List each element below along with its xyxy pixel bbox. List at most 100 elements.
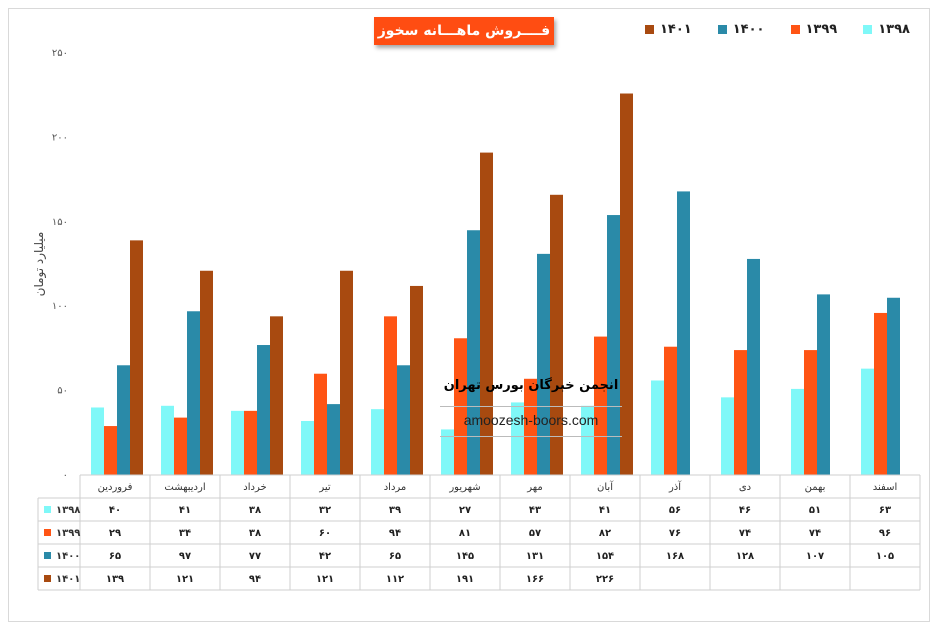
chart-title: فــــروش ماهـــانه سخوز <box>374 17 554 45</box>
data-label: ۱۳۹ <box>106 574 124 585</box>
bar <box>887 297 900 475</box>
category-label: آذر <box>668 480 682 493</box>
data-label: ۴۶ <box>739 505 751 516</box>
bar <box>480 152 493 476</box>
legend-item-1401: ۱۴۰۱ <box>645 22 692 37</box>
legend-swatch <box>790 25 800 34</box>
legend-swatch <box>863 25 873 34</box>
bar <box>581 405 594 475</box>
bar <box>301 420 314 475</box>
bar <box>187 311 200 475</box>
table-legend-swatch <box>44 506 51 513</box>
legend-item-1398: ۱۳۹۸ <box>863 22 910 37</box>
category-label: اردیبهشت <box>164 482 205 493</box>
bar <box>747 258 760 475</box>
data-label: ۵۶ <box>669 505 681 516</box>
bar <box>244 410 257 475</box>
bar <box>410 285 423 475</box>
bar <box>397 365 410 475</box>
watermark-divider <box>440 406 622 407</box>
category-label: دی <box>739 482 751 493</box>
bar <box>861 368 874 475</box>
bar <box>620 93 633 476</box>
data-label: ۹۴ <box>249 574 261 585</box>
table-legend-swatch <box>44 529 51 536</box>
watermark-divider <box>440 436 622 437</box>
data-label: ۱۱۲ <box>386 574 404 585</box>
bar <box>817 294 830 475</box>
data-label: ۳۴ <box>179 528 191 539</box>
bar <box>721 397 734 475</box>
bar <box>104 426 117 475</box>
data-label: ۳۹ <box>389 505 401 516</box>
data-label: ۱۲۱ <box>316 574 334 585</box>
data-label: ۷۴ <box>739 528 751 539</box>
bar <box>117 365 130 475</box>
bar <box>340 270 353 475</box>
data-label: ۱۵۴ <box>596 551 614 562</box>
bar <box>607 215 620 475</box>
bar <box>257 345 270 475</box>
category-label: مرداد <box>384 482 407 493</box>
table-series-label: ۱۳۹۹ <box>56 528 80 539</box>
bar <box>594 336 607 475</box>
bar <box>804 350 817 475</box>
bar <box>384 316 397 475</box>
bar <box>174 417 187 475</box>
bar <box>231 410 244 475</box>
data-label: ۲۲۶ <box>596 574 614 585</box>
bar <box>200 270 213 475</box>
bar <box>511 402 524 475</box>
y-tick-label: ۲۰۰ <box>52 132 68 143</box>
category-label: فروردین <box>98 482 133 493</box>
y-tick-label: ۰ <box>63 470 68 481</box>
bar <box>537 253 550 475</box>
category-label: بهمن <box>805 482 826 493</box>
data-label: ۴۰ <box>109 505 121 516</box>
table-series-label: ۱۴۰۰ <box>56 551 80 562</box>
data-label: ۶۵ <box>389 551 401 562</box>
bar <box>467 230 480 475</box>
data-label: ۴۱ <box>599 505 611 516</box>
bar <box>734 350 747 475</box>
data-label: ۱۶۶ <box>526 574 544 585</box>
data-label: ۳۲ <box>319 505 331 516</box>
legend-label: ۱۳۹۹ <box>805 22 838 37</box>
data-label: ۴۱ <box>179 505 191 516</box>
category-label: مهر <box>526 482 542 493</box>
bar <box>270 316 283 475</box>
legend-label: ۱۴۰۱ <box>660 22 692 37</box>
bar <box>651 380 664 475</box>
watermark-url: amoozesh-boors.com <box>463 412 599 428</box>
data-label: ۲۷ <box>459 505 471 516</box>
data-label: ۳۸ <box>249 505 261 516</box>
chart-frame <box>8 8 930 622</box>
data-label: ۵۷ <box>529 528 541 539</box>
data-label: ۶۵ <box>109 551 121 562</box>
data-label: ۹۷ <box>179 551 191 562</box>
bar <box>664 346 677 475</box>
bar <box>550 194 563 476</box>
data-label: ۲۹ <box>109 528 121 539</box>
category-label: تیر <box>318 482 331 493</box>
legend-swatch <box>717 25 727 34</box>
bar <box>130 240 143 475</box>
data-label: ۶۳ <box>879 505 891 516</box>
bar <box>91 407 104 475</box>
y-tick-label: ۱۰۰ <box>52 301 68 312</box>
data-label: ۳۸ <box>249 528 261 539</box>
bar <box>441 429 454 475</box>
data-label: ۷۶ <box>669 528 681 539</box>
bar <box>371 409 384 475</box>
legend: ۱۳۹۸ ۱۳۹۹ ۱۴۰۰ ۱۴۰۱ <box>645 22 910 37</box>
table-series-label: ۱۳۹۸ <box>56 505 80 516</box>
legend-label: ۱۴۰۰ <box>732 22 765 37</box>
data-label: ۵۱ <box>809 505 821 516</box>
data-label: ۹۴ <box>389 528 401 539</box>
data-label: ۶۰ <box>319 528 331 539</box>
data-label: ۱۶۸ <box>666 551 684 562</box>
bar <box>314 373 327 475</box>
watermark-title: انجمن خبرگان بورس تهران <box>443 378 619 393</box>
data-label: ۱۹۱ <box>456 574 474 585</box>
